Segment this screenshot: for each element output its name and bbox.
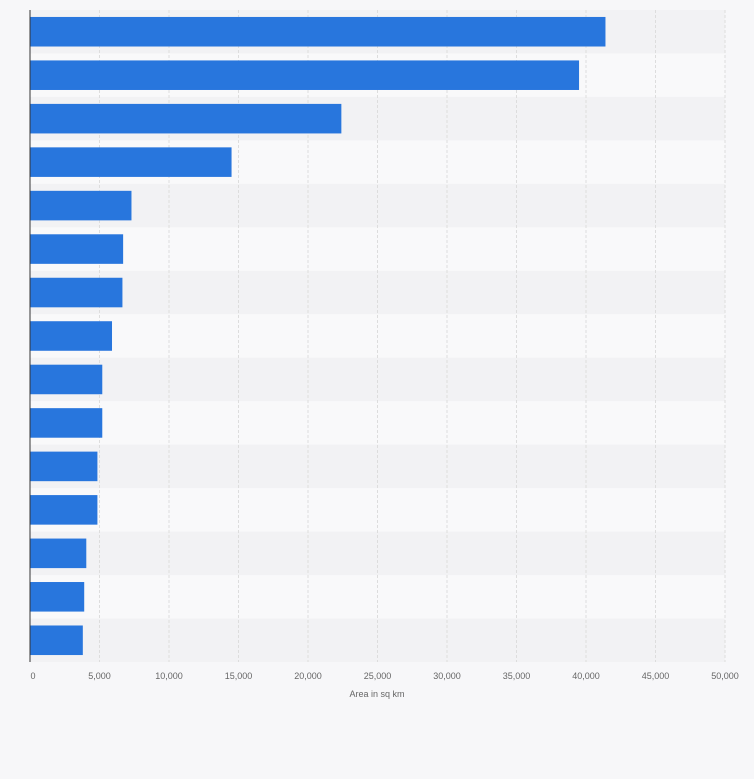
bar[interactable] bbox=[30, 234, 124, 264]
x-tick-label: 45,000 bbox=[642, 671, 670, 681]
row-band bbox=[30, 357, 725, 402]
bar[interactable] bbox=[30, 16, 606, 47]
bar[interactable] bbox=[30, 582, 85, 612]
bar[interactable] bbox=[30, 103, 342, 134]
x-axis-title: Area in sq km bbox=[349, 689, 404, 699]
x-tick-label: 40,000 bbox=[572, 671, 600, 681]
x-tick-label: 30,000 bbox=[433, 671, 461, 681]
x-tick-label: 0 bbox=[30, 671, 35, 681]
x-tick-label: 25,000 bbox=[364, 671, 392, 681]
bar[interactable] bbox=[30, 190, 132, 221]
x-tick-label: 5,000 bbox=[88, 671, 111, 681]
x-tick-label: 15,000 bbox=[225, 671, 253, 681]
bar[interactable] bbox=[30, 321, 113, 351]
bar[interactable] bbox=[30, 408, 103, 438]
bar[interactable] bbox=[30, 495, 98, 525]
row-band bbox=[30, 531, 725, 576]
x-tick-label: 35,000 bbox=[503, 671, 531, 681]
bar[interactable] bbox=[30, 538, 87, 569]
row-band bbox=[30, 227, 725, 271]
bar[interactable] bbox=[30, 451, 98, 482]
bar[interactable] bbox=[30, 147, 232, 177]
bar[interactable] bbox=[30, 60, 580, 90]
x-tick-label: 20,000 bbox=[294, 671, 322, 681]
x-tick-label: 10,000 bbox=[155, 671, 183, 681]
x-tick-label: 50,000 bbox=[711, 671, 739, 681]
bar[interactable] bbox=[30, 364, 103, 395]
bars bbox=[30, 16, 606, 656]
bar[interactable] bbox=[30, 277, 123, 308]
x-axis-tick-labels: 0 5,000 10,000 15,000 20,000 25,000 30,000 35,0… bbox=[30, 671, 738, 681]
bar[interactable] bbox=[30, 625, 83, 656]
